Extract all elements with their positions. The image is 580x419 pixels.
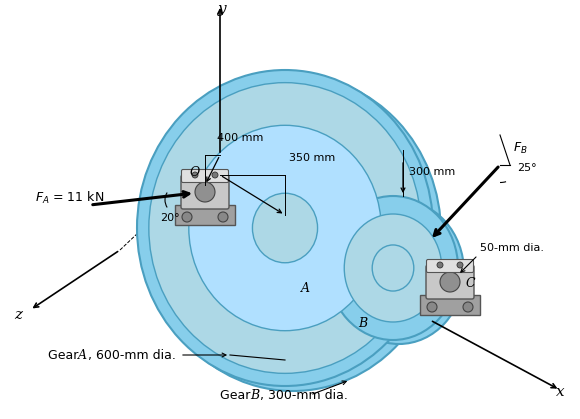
- Ellipse shape: [252, 193, 318, 263]
- Circle shape: [427, 302, 437, 312]
- FancyBboxPatch shape: [181, 175, 229, 209]
- Polygon shape: [420, 295, 480, 315]
- Text: $F_A$ = 11 kN: $F_A$ = 11 kN: [35, 190, 104, 206]
- Circle shape: [440, 272, 460, 292]
- Circle shape: [457, 262, 463, 268]
- Text: B: B: [358, 316, 368, 329]
- Text: $F_B$: $F_B$: [513, 140, 528, 155]
- Text: , 300-mm dia.: , 300-mm dia.: [260, 388, 348, 401]
- Text: z: z: [14, 308, 22, 322]
- Text: 400 mm: 400 mm: [217, 133, 263, 143]
- Circle shape: [218, 212, 228, 222]
- Circle shape: [192, 172, 198, 178]
- Ellipse shape: [372, 245, 414, 291]
- Circle shape: [212, 172, 218, 178]
- Ellipse shape: [145, 75, 441, 391]
- Text: 350 mm: 350 mm: [289, 153, 335, 163]
- Polygon shape: [195, 188, 455, 302]
- Text: x: x: [556, 385, 565, 399]
- Text: y: y: [218, 2, 226, 16]
- Text: A: A: [78, 349, 87, 362]
- Ellipse shape: [345, 214, 442, 322]
- Circle shape: [182, 212, 192, 222]
- Text: 20°: 20°: [160, 213, 180, 223]
- Circle shape: [437, 262, 443, 268]
- Text: 300 mm: 300 mm: [409, 167, 455, 177]
- FancyBboxPatch shape: [182, 170, 229, 183]
- Text: 50-mm dia.: 50-mm dia.: [480, 243, 544, 253]
- FancyBboxPatch shape: [426, 259, 473, 272]
- Text: A: A: [300, 282, 310, 295]
- Circle shape: [195, 182, 215, 202]
- Ellipse shape: [137, 70, 433, 386]
- Ellipse shape: [378, 259, 402, 287]
- Text: B: B: [250, 388, 259, 401]
- Text: C: C: [465, 277, 475, 290]
- Ellipse shape: [149, 83, 421, 373]
- Text: , 600-mm dia.: , 600-mm dia.: [88, 349, 176, 362]
- Text: O: O: [190, 166, 200, 178]
- Circle shape: [463, 302, 473, 312]
- Text: 25°: 25°: [517, 163, 536, 173]
- Text: Gear: Gear: [48, 349, 82, 362]
- Ellipse shape: [184, 182, 216, 218]
- Ellipse shape: [189, 125, 381, 331]
- Ellipse shape: [334, 200, 464, 344]
- Text: Gear: Gear: [220, 388, 255, 401]
- Polygon shape: [175, 205, 235, 225]
- FancyBboxPatch shape: [426, 265, 474, 299]
- Ellipse shape: [328, 196, 458, 340]
